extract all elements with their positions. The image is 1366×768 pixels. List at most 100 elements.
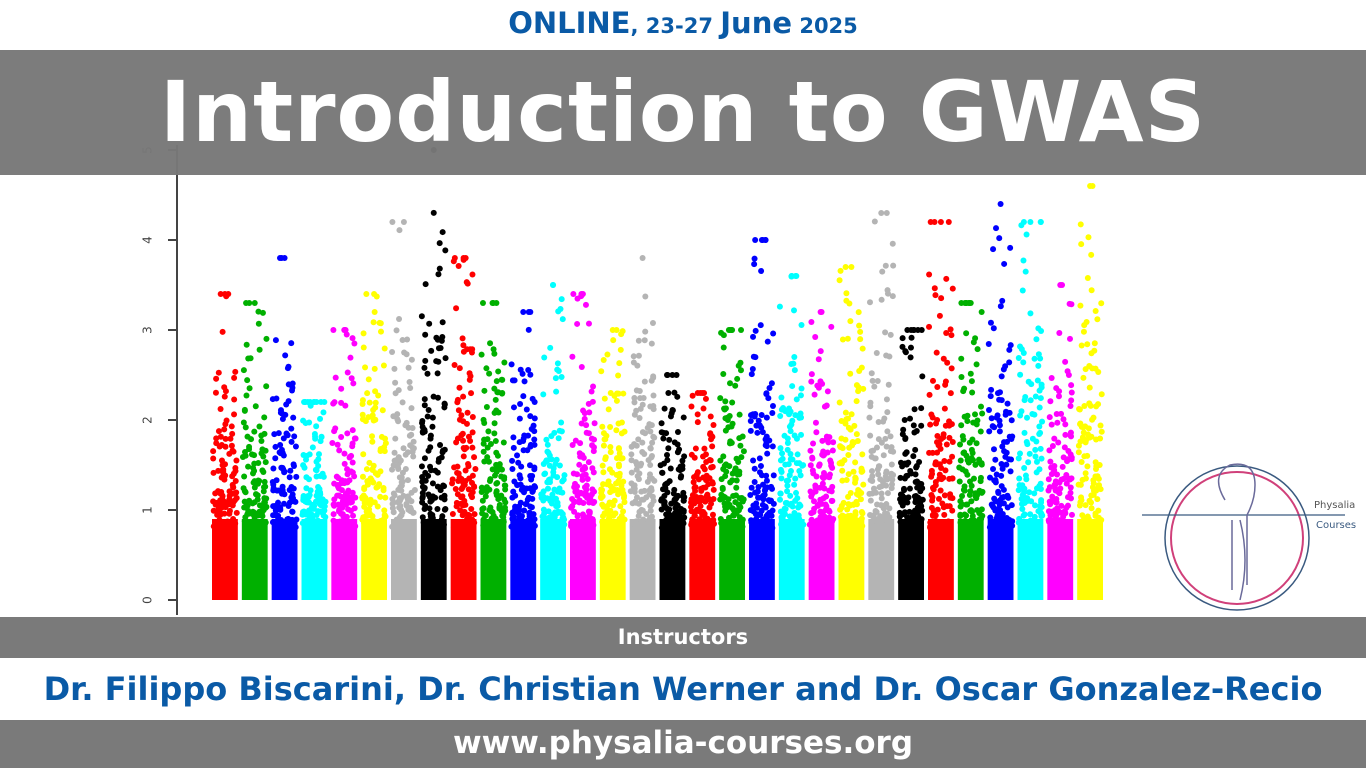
snp-dot	[658, 420, 665, 427]
snp-dot	[321, 507, 328, 514]
snp-dot	[422, 357, 429, 364]
snp-dot	[360, 514, 367, 521]
snp-dot	[1016, 475, 1023, 482]
snp-dot	[240, 485, 247, 492]
snp-dot	[878, 439, 885, 446]
snp-dot	[978, 308, 985, 315]
snp-dot	[845, 471, 852, 478]
snp-dot	[817, 513, 824, 520]
dense-base	[420, 519, 447, 600]
snp-dot	[963, 512, 970, 519]
snp-dot	[419, 428, 426, 435]
snp-dot	[459, 335, 466, 342]
snp-dot	[841, 457, 848, 464]
snp-dot	[346, 477, 353, 484]
snp-dot	[1003, 449, 1010, 456]
snp-dot	[1088, 251, 1095, 258]
snp-dot	[618, 331, 625, 338]
snp-dot	[667, 465, 674, 472]
snp-dot	[757, 322, 764, 329]
snp-dot	[869, 377, 876, 384]
snp-dot	[852, 511, 859, 518]
snp-dot	[899, 335, 906, 342]
logo-ring	[1164, 465, 1310, 611]
snp-dot	[783, 520, 790, 527]
peak-dot	[550, 282, 557, 288]
snp-dot	[957, 513, 964, 520]
snp-dot	[516, 472, 523, 479]
snp-dot	[391, 365, 398, 372]
y-tick-label: 3	[141, 326, 155, 334]
snp-dot	[782, 461, 789, 468]
snp-dot	[615, 445, 622, 452]
snp-dot	[1020, 359, 1027, 366]
snp-dot	[450, 524, 457, 531]
snp-dot	[628, 451, 635, 458]
snp-dot	[737, 367, 744, 374]
snp-dot	[315, 451, 322, 458]
snp-dot	[872, 489, 879, 496]
snp-dot	[901, 494, 908, 501]
snp-dot	[306, 491, 313, 498]
snp-dot	[362, 494, 369, 501]
snp-dot	[306, 419, 313, 426]
snp-dot	[363, 291, 370, 297]
snp-dot	[620, 390, 627, 397]
snp-dot	[526, 462, 533, 469]
snp-dot	[1037, 395, 1044, 402]
snp-dot	[458, 412, 465, 419]
snp-dot	[228, 423, 235, 430]
snp-dot	[226, 507, 233, 514]
snp-dot	[397, 497, 404, 504]
snp-dot	[604, 351, 611, 358]
snp-dot	[648, 422, 655, 429]
snp-dot	[927, 421, 934, 428]
snp-dot	[1056, 479, 1063, 486]
snp-dot	[709, 511, 716, 518]
snp-dot	[272, 512, 279, 519]
snp-dot	[907, 354, 914, 361]
snp-dot	[277, 441, 284, 448]
snp-dot	[717, 395, 724, 402]
snp-dot	[322, 514, 329, 521]
snp-dot	[907, 467, 914, 474]
snp-dot	[1017, 412, 1024, 419]
snp-dot	[231, 497, 238, 504]
snp-dot	[1048, 374, 1055, 381]
snp-dot	[525, 432, 532, 439]
snp-dot	[299, 509, 306, 516]
snp-dot	[638, 496, 645, 503]
snp-dot	[430, 209, 437, 216]
snp-dot	[1079, 476, 1086, 483]
snp-dot	[637, 405, 644, 412]
snp-dot	[650, 406, 657, 413]
snp-dot	[680, 414, 687, 421]
snp-dot	[829, 464, 836, 471]
snp-dot	[750, 457, 757, 464]
snp-dot	[978, 515, 985, 522]
snp-dot	[842, 436, 849, 443]
snp-dot	[1036, 423, 1043, 430]
snp-dot	[502, 499, 509, 506]
dense-base	[928, 519, 954, 600]
snp-dot	[620, 494, 627, 501]
snp-dot	[262, 459, 269, 466]
snp-dot	[748, 484, 755, 491]
snp-dot	[582, 301, 589, 308]
snp-dot	[630, 359, 637, 366]
snp-dot	[270, 519, 277, 526]
snp-dot	[600, 442, 607, 449]
snp-dot	[555, 435, 562, 442]
snp-dot	[408, 356, 415, 363]
snp-dot	[929, 484, 936, 491]
snp-dot	[469, 271, 476, 278]
peak-dot	[729, 327, 736, 333]
snp-dot	[901, 417, 908, 424]
snp-dot	[777, 490, 784, 497]
snp-dot	[797, 472, 804, 479]
snp-dot	[255, 477, 262, 484]
snp-dot	[1077, 302, 1084, 309]
snp-dot	[399, 469, 406, 476]
snp-dot	[293, 473, 300, 480]
snp-dot	[574, 513, 581, 520]
